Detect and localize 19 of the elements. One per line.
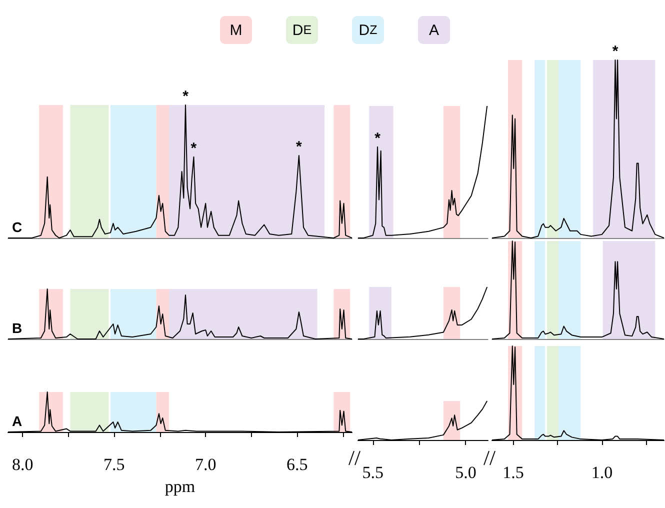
x-tick-label: 1.0 <box>591 463 613 482</box>
annotation: * <box>374 130 381 147</box>
x-tick-label: 1.5 <box>502 463 524 482</box>
annotation: * <box>182 88 189 105</box>
x-tick-label: 5.5 <box>362 463 384 482</box>
y-axis-title: A <box>12 413 22 429</box>
annotation: * <box>190 140 197 157</box>
annotation: * <box>296 138 302 156</box>
x-tick-label: 8.0 <box>12 455 34 474</box>
category-label: M <box>220 16 252 44</box>
y-axis-title: B <box>12 320 22 336</box>
x-tick-label: 6.5 <box>286 455 308 474</box>
category-label: A <box>418 16 450 44</box>
annotation: * <box>612 43 618 60</box>
y-axis-title: C <box>12 219 22 235</box>
x-tick-label: 7.0 <box>194 455 216 474</box>
x-axis-title: ppm <box>164 477 196 496</box>
x-tick-label: 5.0 <box>455 463 476 482</box>
x-tick-label: 7.5 <box>104 455 125 474</box>
